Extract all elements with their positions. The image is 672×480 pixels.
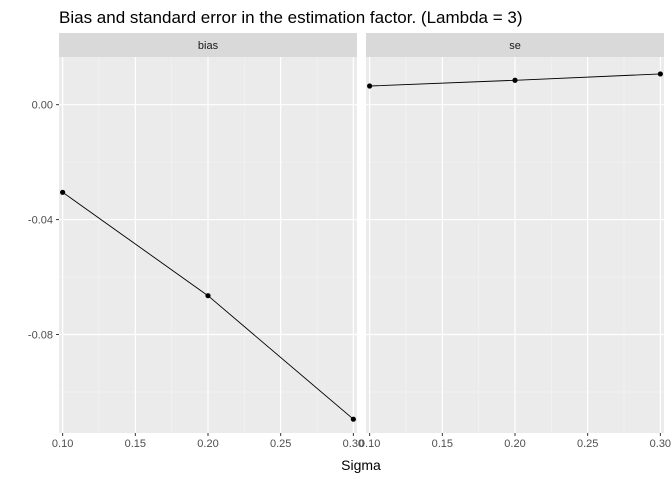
x-tick-label: 0.20 [197,438,218,450]
y-tick-label: 0.00 [32,100,53,112]
series-bias [60,189,356,422]
x-tick-label: 0.20 [504,438,525,450]
strip-bias [59,33,357,57]
x-tick-label: 0.15 [125,438,146,450]
x-tick-label: 0.30 [343,438,364,450]
data-point [350,416,356,422]
x-tick-label: 0.10 [359,438,380,450]
data-point [367,83,373,89]
x-axis-title: Sigma [341,457,381,473]
strip-label-bias: bias [198,40,219,52]
x-tick-label: 0.25 [270,438,291,450]
y-tick-label: -0.04 [28,215,53,227]
y-axis-ticks: 0.00 -0.04 -0.08 [28,100,59,341]
x-axis-ticks-se: 0.10 0.15 0.20 0.25 0.30 [359,433,671,450]
strip-label-se: se [509,40,521,52]
gridlines-bias [59,57,357,433]
data-point [512,77,518,83]
x-tick-label: 0.10 [52,438,73,450]
data-point [657,71,663,77]
panel-se: se [366,33,664,433]
x-axis-bias: 0.10 0.15 0.20 0.25 0.30 [52,433,364,450]
x-tick-label: 0.15 [432,438,453,450]
data-point [60,189,66,195]
gridlines-se [366,57,664,433]
chart-title: Bias and standard error in the estimatio… [59,8,523,27]
data-point [205,293,211,299]
y-tick-label: -0.08 [28,329,53,341]
x-tick-label: 0.25 [577,438,598,450]
y-axis: 0.00 -0.04 -0.08 [28,100,59,341]
strip-se [366,33,664,57]
x-axis-se: 0.10 0.15 0.20 0.25 0.30 [359,433,671,450]
series-se [367,71,663,89]
x-tick-label: 0.30 [650,438,671,450]
x-axis-ticks-bias: 0.10 0.15 0.20 0.25 0.30 [52,433,364,450]
panel-bias: bias [59,33,357,433]
